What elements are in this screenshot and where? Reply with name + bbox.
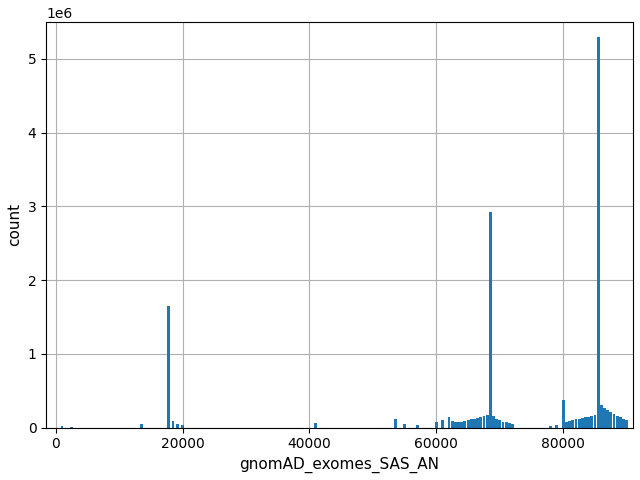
Bar bbox=[575, 420, 577, 428]
Bar bbox=[172, 421, 175, 428]
Bar bbox=[499, 420, 501, 428]
Bar bbox=[463, 421, 467, 428]
Bar bbox=[625, 420, 628, 428]
Bar bbox=[441, 420, 444, 428]
Bar bbox=[502, 421, 504, 428]
Bar bbox=[181, 425, 184, 428]
Bar bbox=[403, 424, 406, 428]
Bar bbox=[467, 420, 470, 428]
Bar bbox=[556, 425, 558, 428]
Bar bbox=[176, 424, 179, 428]
Bar bbox=[505, 422, 508, 428]
Bar bbox=[578, 419, 580, 428]
Bar bbox=[565, 421, 568, 428]
Bar bbox=[549, 426, 552, 428]
Bar bbox=[457, 422, 460, 428]
Bar bbox=[508, 423, 511, 428]
Bar bbox=[603, 408, 606, 428]
Bar bbox=[394, 419, 397, 428]
Bar bbox=[314, 423, 317, 428]
Bar bbox=[590, 416, 593, 428]
Bar bbox=[495, 419, 498, 428]
Bar bbox=[476, 418, 479, 428]
Bar bbox=[61, 426, 63, 428]
Bar bbox=[511, 424, 514, 428]
X-axis label: gnomAD_exomes_SAS_AN: gnomAD_exomes_SAS_AN bbox=[239, 457, 440, 473]
Bar bbox=[568, 421, 571, 428]
Bar bbox=[562, 399, 564, 428]
Bar bbox=[619, 417, 622, 428]
Bar bbox=[600, 405, 603, 428]
Bar bbox=[581, 418, 584, 428]
Bar bbox=[435, 421, 438, 428]
Bar bbox=[460, 421, 463, 428]
Bar bbox=[609, 412, 612, 428]
Bar bbox=[492, 416, 495, 428]
Bar bbox=[470, 420, 473, 428]
Bar bbox=[167, 306, 170, 428]
Bar bbox=[486, 415, 488, 428]
Bar bbox=[140, 424, 143, 428]
Bar bbox=[451, 421, 454, 428]
Y-axis label: count: count bbox=[7, 204, 22, 246]
Bar bbox=[572, 420, 574, 428]
Bar bbox=[622, 419, 625, 428]
Bar bbox=[416, 425, 419, 428]
Bar bbox=[489, 212, 492, 428]
Bar bbox=[479, 417, 482, 428]
Bar bbox=[616, 416, 619, 428]
Bar bbox=[588, 417, 590, 428]
Bar bbox=[584, 417, 587, 428]
Bar bbox=[447, 417, 451, 428]
Bar bbox=[473, 419, 476, 428]
Bar bbox=[593, 415, 596, 428]
Bar bbox=[596, 37, 600, 428]
Bar bbox=[606, 410, 609, 428]
Bar bbox=[483, 416, 485, 428]
Bar bbox=[612, 414, 616, 428]
Bar bbox=[454, 421, 457, 428]
